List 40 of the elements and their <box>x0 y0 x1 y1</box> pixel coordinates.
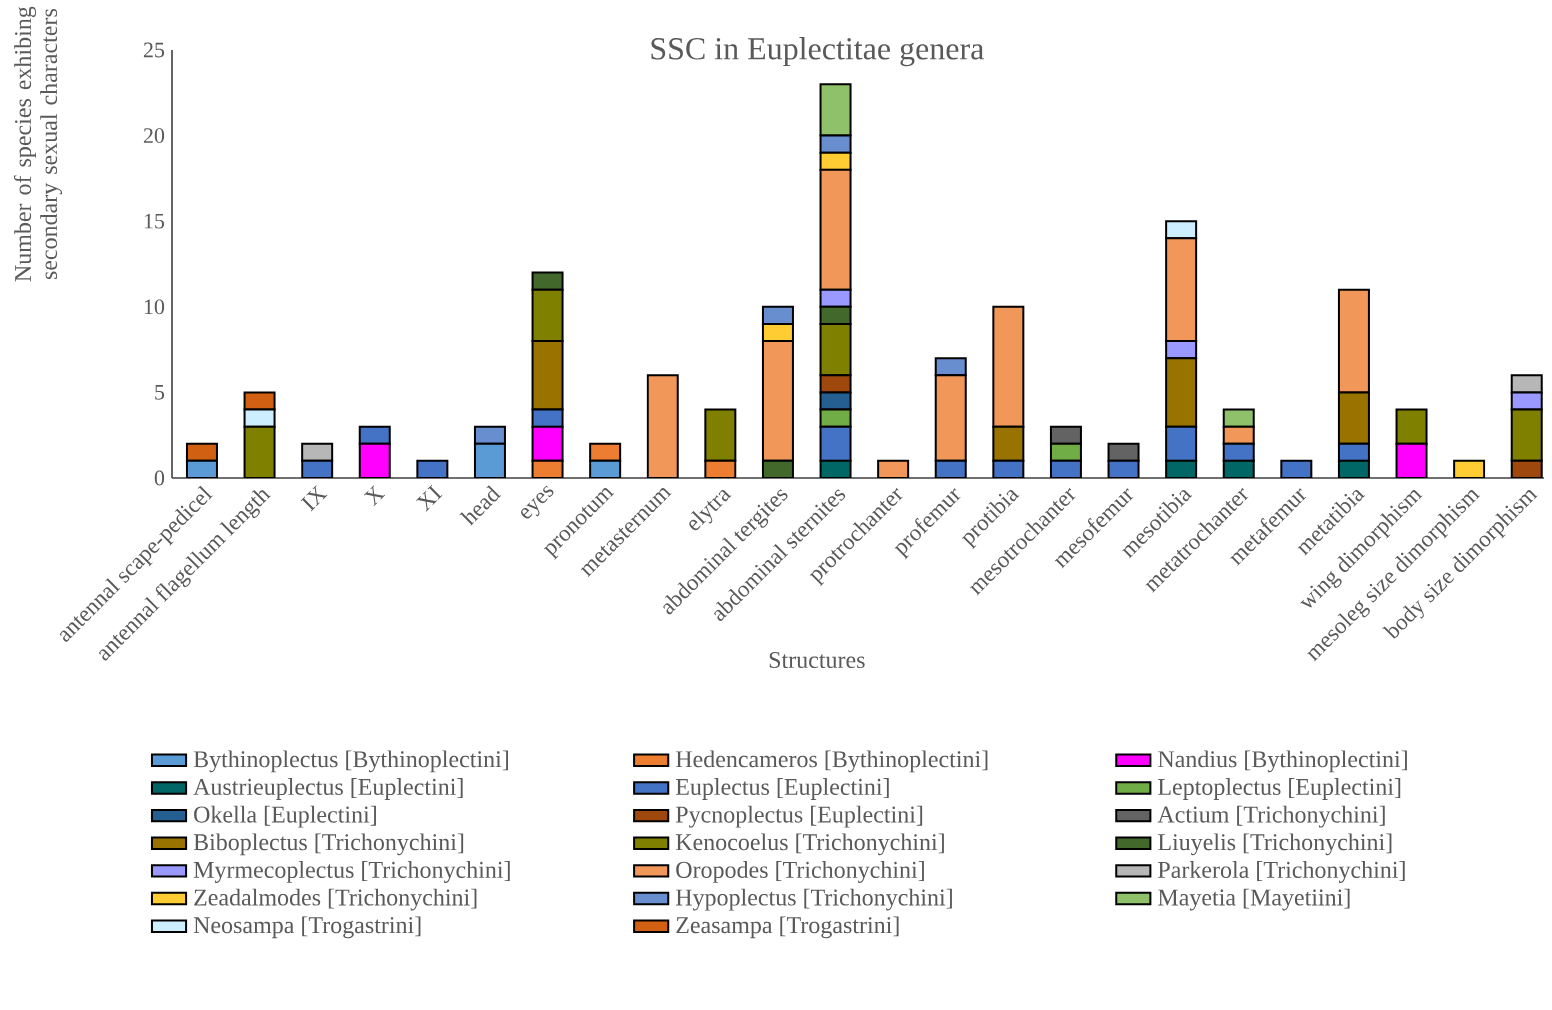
legend-label: Nandius [Bythinoplectini] <box>1158 750 1407 773</box>
x-axis-title: Structures <box>769 651 865 669</box>
bar <box>1337 288 1370 394</box>
legend-label: Neosampa [Trogastrini] <box>193 916 421 939</box>
bar <box>819 168 852 291</box>
y-axis-title: Number of species exhibing secondary sexual characters <box>13 6 63 282</box>
legend-label: Myrmecoplectus [Trichonychini] <box>193 861 510 883</box>
legend-label: Hypoplectus [Trichonychini] <box>675 888 952 911</box>
bar <box>1165 237 1198 343</box>
bar <box>934 374 967 462</box>
bar <box>761 340 794 462</box>
y-tick-label: 0 <box>154 470 165 486</box>
legend-label: Okella [Euplectini] <box>194 805 376 828</box>
bar <box>646 374 679 478</box>
legend-label: Zeadalmodes [Trichonychini] <box>194 888 477 911</box>
legend-label: Euplectus [Euplectini] <box>675 778 889 800</box>
legend-label: Pycnoplectus [Euplectini] <box>675 805 923 828</box>
bar <box>992 305 1025 428</box>
legend-label: Biboplectus [Trichonychini] <box>193 833 464 856</box>
legend-label: Mayetia [Mayetiini] <box>1158 888 1350 911</box>
legend-label: Austrieuplectus [Euplectini] <box>193 778 463 800</box>
y-tick-label: 15 <box>144 213 165 229</box>
legend-label: Bythinoplectus [Bythinoplectini] <box>193 750 508 773</box>
legend-label: Kenocoelus [Trichonychini] <box>675 833 944 856</box>
y-tick-label: 20 <box>143 128 165 144</box>
bar <box>992 425 1025 462</box>
chart-title: SSC in Euplectitae genera <box>651 37 984 67</box>
legend-label: Zeasampa [Trogastrini] <box>676 916 899 939</box>
y-tick-label: 10 <box>144 299 165 315</box>
legend-label: Actium [Trichonychini] <box>1157 805 1385 828</box>
legend-label: Liuyelis [Trichonychini] <box>1158 833 1392 856</box>
legend-label: Parkerola [Trichonychini] <box>1158 861 1405 883</box>
x-tick-label: IX <box>300 485 328 512</box>
legend-label: Oropodes [Trichonychini] <box>676 861 924 883</box>
y-tick-label: 25 <box>143 42 165 58</box>
y-tick-label: 5 <box>155 385 165 400</box>
legend-label: Hedencameros [Bythinoplectini] <box>675 750 988 773</box>
legend-label: Leptoplectus [Euplectini] <box>1158 778 1401 800</box>
x-tick-label: XI <box>416 484 443 512</box>
x-tick-label: X <box>363 485 386 507</box>
